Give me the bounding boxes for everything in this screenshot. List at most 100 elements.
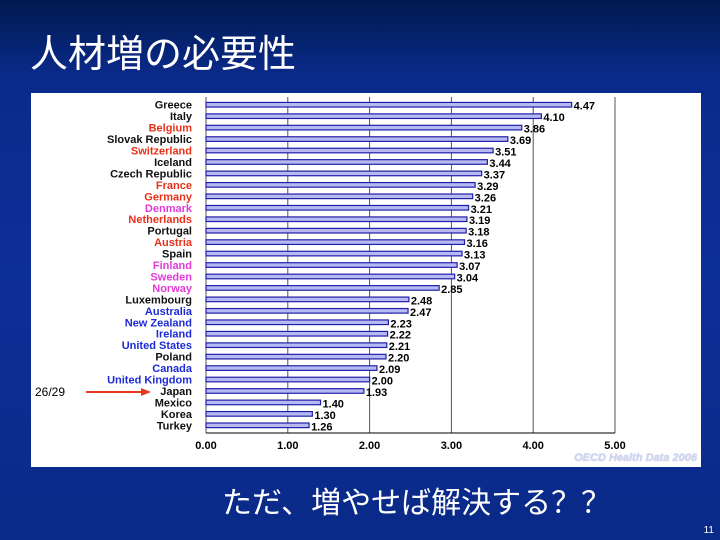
bar-value-label: 3.26 <box>475 192 496 204</box>
category-label: Greece <box>155 100 192 112</box>
bar-value-label: 3.69 <box>510 135 531 147</box>
bar <box>205 365 378 371</box>
category-label: Slovak Republic <box>107 134 192 146</box>
bar-value-label: 3.86 <box>524 124 545 136</box>
bar-value-label: 2.00 <box>372 376 393 388</box>
bar <box>205 330 389 337</box>
category-label: Korea <box>161 409 193 421</box>
bar <box>205 319 390 326</box>
bar-value-label: 2.20 <box>388 353 409 365</box>
bar-value-label: 1.93 <box>366 387 387 399</box>
bar-value-label: 3.19 <box>469 215 490 227</box>
category-label: Italy <box>170 111 193 123</box>
bar <box>205 410 313 417</box>
slide-title: 人材増の必要性 <box>30 32 297 76</box>
bar <box>205 170 483 177</box>
bar-value-label: 3.07 <box>459 261 480 273</box>
bar <box>205 285 440 291</box>
category-label: Ireland <box>156 329 192 341</box>
bar-value-label: 1.40 <box>323 398 344 410</box>
category-label: Poland <box>155 352 192 364</box>
page-number: 11 <box>703 525 714 536</box>
category-label: Austria <box>154 237 193 249</box>
bar <box>205 422 310 429</box>
bar <box>205 250 463 257</box>
source-note: OECD Health Data 2006 <box>574 452 697 464</box>
chart-panel: 0.00 1.00 2.00 3.00 4.00 5.00 4.47 Greece 4.10 It… <box>31 93 701 467</box>
category-label: Finland <box>153 260 192 272</box>
bar-value-label: 3.37 <box>484 169 505 181</box>
bar-value-label: 3.51 <box>495 147 516 159</box>
bar-value-label: 1.30 <box>314 410 335 422</box>
bar-value-label: 3.04 <box>457 272 479 284</box>
bar-value-label: 4.10 <box>543 112 564 124</box>
bar <box>205 147 494 154</box>
category-label: Japan <box>160 386 192 398</box>
bar-value-label: 3.44 <box>489 158 511 170</box>
bar <box>205 136 509 142</box>
bar <box>205 296 410 303</box>
bar-value-label: 1.26 <box>311 421 332 433</box>
x-tick-label: 0.00 <box>195 440 216 452</box>
bar-value-label: 2.22 <box>390 330 411 342</box>
bar <box>205 307 409 314</box>
japan-arrow-head <box>141 387 151 396</box>
bar-value-label: 2.47 <box>410 307 431 319</box>
category-label: France <box>156 180 192 192</box>
bar <box>205 113 542 120</box>
bar <box>205 193 474 200</box>
category-label: Portugal <box>147 226 192 238</box>
x-tick-label: 5.00 <box>604 440 625 452</box>
bar-value-label: 2.48 <box>411 295 432 307</box>
bar <box>205 262 458 268</box>
category-label: Czech Republic <box>110 168 192 180</box>
bar-value-label: 2.85 <box>441 284 462 296</box>
bar <box>205 181 476 188</box>
category-label: Norway <box>152 283 193 295</box>
bar-value-label: 3.29 <box>477 181 498 193</box>
bar-value-label: 4.47 <box>574 101 595 113</box>
bottom-caption: ただ、増やせば解決する？？ <box>222 486 612 521</box>
bar-value-label: 2.21 <box>389 341 410 353</box>
x-tick-label: 2.00 <box>359 440 380 452</box>
bar-chart: 0.00 1.00 2.00 3.00 4.00 5.00 4.47 Greece 4.10 It… <box>86 97 626 452</box>
bar <box>205 239 466 246</box>
x-tick-label: 4.00 <box>522 440 543 452</box>
category-label: Luxembourg <box>125 294 192 306</box>
bar <box>205 216 468 223</box>
category-label: Netherlands <box>128 214 192 226</box>
bar-value-label: 3.21 <box>471 204 492 216</box>
category-label: Switzerland <box>131 146 192 158</box>
category-label: United Kingdom <box>107 375 192 387</box>
bar <box>205 227 467 234</box>
category-label: Australia <box>145 306 193 318</box>
bar <box>205 159 488 165</box>
bar-value-label: 2.23 <box>390 318 411 330</box>
bar <box>205 342 388 349</box>
category-label: Denmark <box>145 203 193 215</box>
bar-value-label: 3.16 <box>466 238 487 250</box>
category-label: Mexico <box>155 397 193 409</box>
bar-value-label: 3.18 <box>468 227 489 239</box>
category-label: Spain <box>162 249 192 261</box>
category-label: Sweden <box>150 271 192 283</box>
category-label: Germany <box>144 191 193 203</box>
category-label: United States <box>122 340 192 352</box>
category-label: Iceland <box>154 157 192 169</box>
x-tick-label: 3.00 <box>441 440 462 452</box>
category-label: Canada <box>152 363 193 375</box>
bar <box>205 124 523 131</box>
category-label: Turkey <box>157 420 193 432</box>
bar <box>205 101 573 108</box>
bar <box>205 353 387 360</box>
bar <box>205 388 365 394</box>
bar <box>205 204 470 211</box>
japan-rank-label: 26/29 <box>35 385 66 399</box>
bar <box>205 273 456 280</box>
category-label: New Zealand <box>125 317 192 329</box>
bar <box>205 399 322 406</box>
x-tick-label: 1.00 <box>277 440 298 452</box>
category-label: Belgium <box>149 123 193 135</box>
bar <box>205 376 371 383</box>
bar-value-label: 2.09 <box>379 364 400 376</box>
